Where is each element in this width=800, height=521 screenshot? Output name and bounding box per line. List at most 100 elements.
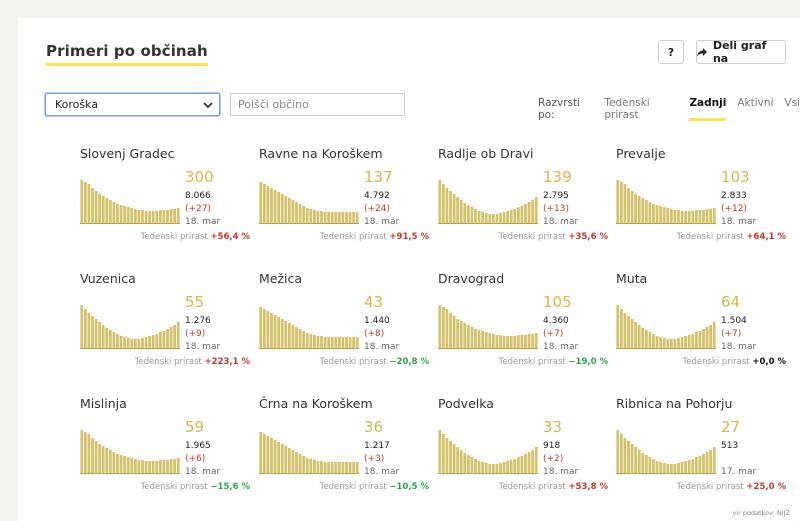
sparkline-bar [141, 210, 144, 224]
sparkline-bar [702, 454, 705, 474]
sparkline-bar [463, 323, 467, 349]
help-button[interactable]: ? [658, 40, 684, 64]
sparkline-bar [305, 208, 309, 224]
sparkline-bar [151, 211, 155, 224]
sparkline-bar [116, 334, 119, 349]
municipality-card[interactable]: Dravograd 105 4.360 (+7) 18. mar Tedensk… [438, 271, 608, 381]
weekly-growth-value: −20,8 % [389, 357, 429, 367]
sparkline-bar [277, 192, 281, 224]
sparkline-bar [309, 334, 313, 349]
sparkline-bar [141, 338, 144, 349]
weekly-growth-label: Tedenski prirast [319, 482, 387, 492]
sparkline-bar [162, 210, 166, 224]
weekly-growth-label: Tedenski prirast [676, 482, 744, 492]
sparkline-bar [295, 452, 298, 474]
sparkline-bar [277, 442, 281, 474]
sparkline-bar [291, 450, 295, 474]
municipality-card[interactable]: Ribnica na Pohorju 27 513 17. mar Tedens… [616, 396, 786, 506]
sparkline-bar [87, 434, 91, 474]
sparkline-bar [158, 460, 162, 474]
sparkline-bar [684, 211, 688, 224]
municipality-card[interactable]: Podvelka 33 918 (+2) 18. mar Tedenski pr… [438, 396, 608, 506]
sparkline-bar [637, 196, 641, 224]
daily-delta: (+6) [185, 454, 206, 464]
sparkline-bar [158, 210, 162, 224]
sparkline-bar [316, 211, 320, 224]
municipality-card[interactable]: Črna na Koroškem 36 1.217 (+3) 18. mar T… [259, 396, 429, 506]
search-input[interactable] [230, 93, 405, 116]
sparkline-bar [652, 334, 655, 349]
weekly-growth-label: Tedenski prirast [134, 357, 202, 367]
sparkline-bar [284, 446, 288, 474]
sparkline-bar [105, 198, 109, 224]
region-select[interactable]: Koroška [45, 93, 220, 116]
sparkline-bar [316, 461, 320, 474]
sparkline-bar [94, 441, 98, 474]
sparkline-bar [449, 313, 452, 349]
sparkline-bar [684, 336, 688, 349]
municipality-card[interactable]: Slovenj Gradec 300 8.066 (+27) 18. mar T… [80, 146, 250, 256]
sparkline-bar [516, 457, 520, 474]
sparkline-bar [506, 461, 510, 474]
municipality-card[interactable]: Mislinja 59 1.965 (+6) 18. mar Tedenski … [80, 396, 250, 506]
sparkline-bar [513, 336, 517, 349]
sort-option-weekly[interactable]: Tedenski prirast [604, 97, 650, 121]
sort-option-active[interactable]: Aktivni [737, 97, 774, 109]
sparkline-bar [466, 205, 470, 224]
sparkline-bar [330, 462, 334, 474]
share-button[interactable]: Deli graf na [696, 39, 786, 65]
active-cases: 43 [364, 293, 384, 311]
last-date: 18. mar [364, 467, 400, 477]
sparkline-bar [438, 180, 442, 224]
sparkline-bar [169, 327, 173, 349]
municipality-card[interactable]: Prevalje 103 2.833 (+12) 18. mar Tedensk… [616, 146, 786, 256]
weekly-growth: Tedenski prirast +35,6 % [499, 232, 608, 242]
sparkline-bar [123, 206, 127, 224]
sparkline-bar [108, 200, 112, 224]
sparkline-bar [87, 184, 91, 224]
sparkline-bar [337, 337, 341, 349]
municipality-card[interactable]: Ravne na Koroškem 137 4.792 (+24) 18. ma… [259, 146, 429, 256]
sparkline-bar [630, 191, 634, 224]
municipality-card[interactable]: Muta 64 1.504 (+7) 18. mar Tedenski prir… [616, 271, 786, 381]
sparkline-bar [630, 319, 634, 349]
sparkline-bar [445, 188, 449, 224]
sparkline-bar [456, 197, 460, 224]
sparkline-bar [312, 335, 316, 349]
weekly-growth-label: Tedenski prirast [498, 232, 566, 242]
municipality-card[interactable]: Radlje ob Dravi 139 2.795 (+13) 18. mar … [438, 146, 608, 256]
sparkline-bar [94, 191, 98, 224]
sparkline-bar [474, 459, 477, 474]
sparkline-bar [280, 444, 284, 474]
daily-delta: (+24) [364, 204, 391, 214]
sparkline-bar [524, 335, 527, 349]
weekly-growth-value: −10,5 % [389, 482, 429, 492]
sparkline-bar [619, 182, 623, 224]
sparkline-bar [270, 188, 273, 224]
active-cases: 55 [185, 293, 205, 311]
sparkline-bar [352, 462, 356, 474]
sparkline-bar [323, 462, 327, 474]
sparkline-bar [133, 459, 137, 474]
sparkline-bar [162, 331, 166, 349]
sparkline-bar [133, 339, 137, 349]
sparkline-bar [527, 202, 531, 224]
sort-option-latest[interactable]: Zadnji [689, 97, 727, 121]
municipality-card[interactable]: Vuzenica 55 1.276 (+9) 18. mar Tedenski … [80, 271, 250, 381]
trend-sparkline [438, 305, 538, 349]
sparkline-bar [270, 313, 273, 349]
trend-sparkline [438, 430, 538, 474]
sparkline-bar [488, 464, 492, 474]
sort-option-all[interactable]: Vsi [784, 97, 800, 109]
municipality-card[interactable]: Mežica 43 1.440 (+8) 18. mar Tedenski pr… [259, 271, 429, 381]
sparkline-bar [673, 339, 677, 349]
sparkline-bar [662, 463, 666, 474]
sparkline-bar [298, 204, 302, 224]
sparkline-bar [345, 337, 348, 349]
sparkline-bar [619, 309, 623, 349]
sparkline-bar [312, 210, 316, 224]
last-date: 18. mar [543, 342, 579, 352]
sparkline-bar [287, 198, 291, 224]
sparkline-bar [305, 333, 309, 349]
sparkline-bar [291, 200, 295, 224]
